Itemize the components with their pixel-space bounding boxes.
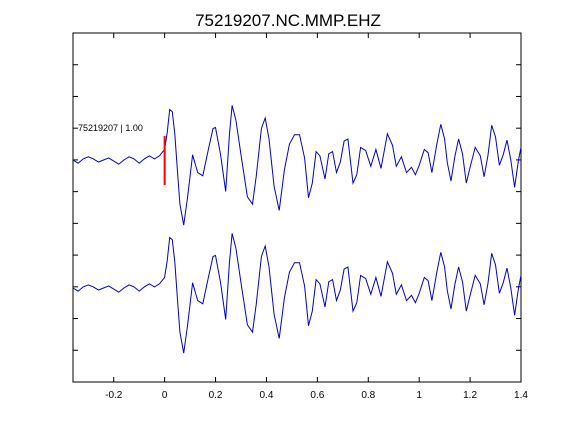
x-tick-label: 0 — [162, 390, 168, 401]
trace-label: 75219207 | 1.00 — [78, 123, 143, 133]
trace-line-2 — [72, 233, 522, 354]
x-tick-label: 1.2 — [463, 390, 477, 401]
x-tick-label: 0.8 — [361, 390, 375, 401]
x-tick-label: 0.2 — [209, 390, 223, 401]
x-tick-label: -0.2 — [105, 390, 123, 401]
y-axis-ticks — [73, 64, 521, 351]
trace-line-1 — [72, 105, 522, 226]
x-axis: -0.2 0 0.2 0.4 0.6 0.8 1 1.2 1.4 — [105, 33, 528, 401]
x-tick-label: 1.4 — [514, 390, 528, 401]
x-tick-label: 1 — [416, 390, 422, 401]
x-tick-label: 0.6 — [310, 390, 324, 401]
x-tick-label: 0.4 — [260, 390, 274, 401]
chart-title: 75219207.NC.MMP.EHZ — [195, 11, 381, 30]
plot-frame — [72, 32, 522, 383]
traces — [72, 105, 522, 354]
